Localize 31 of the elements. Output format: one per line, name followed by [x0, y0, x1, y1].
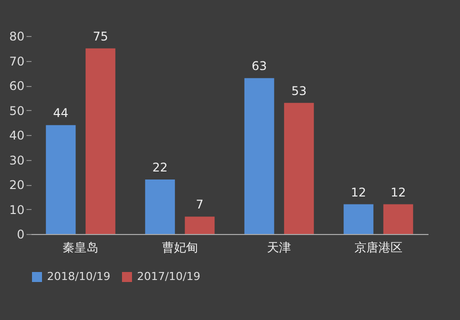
y-tick-label: 10: [9, 202, 24, 217]
data-label: 7: [196, 198, 204, 212]
bar: [46, 125, 76, 234]
data-label: 53: [291, 84, 307, 98]
x-tick-label: 曹妃甸: [162, 240, 198, 254]
data-label: 22: [152, 160, 168, 175]
data-label: 12: [350, 185, 366, 200]
legend-label: 2018/10/19: [47, 270, 110, 283]
bar: [344, 204, 374, 234]
bar: [244, 78, 274, 234]
x-tick-label: 京唐港区: [354, 240, 402, 254]
bar: [86, 48, 116, 234]
data-label: 63: [252, 59, 267, 74]
data-label: 44: [53, 106, 68, 120]
bar: [383, 204, 414, 234]
legend-label: 2017/10/19: [137, 270, 200, 283]
bar: [184, 216, 215, 234]
bar: [145, 180, 175, 234]
y-tick-label: 80: [9, 30, 24, 44]
data-label: 12: [390, 185, 406, 200]
y-tick-label: 70: [9, 54, 24, 68]
y-tick-label: 0: [16, 228, 24, 242]
data-label: 75: [92, 29, 108, 44]
y-tick-label: 40: [9, 128, 24, 142]
y-tick-label: 30: [9, 153, 24, 168]
y-tick-label: 20: [9, 178, 24, 192]
y-tick-label: 50: [9, 104, 24, 118]
bar: [284, 102, 314, 234]
x-tick-label: 天津: [267, 240, 292, 254]
y-tick-label: 60: [9, 79, 24, 93]
x-tick-label: 秦皇岛: [62, 240, 99, 254]
